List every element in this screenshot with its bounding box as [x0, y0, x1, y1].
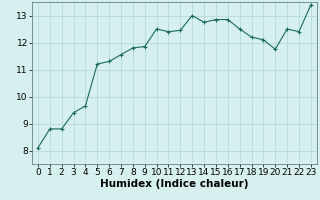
X-axis label: Humidex (Indice chaleur): Humidex (Indice chaleur): [100, 179, 249, 189]
